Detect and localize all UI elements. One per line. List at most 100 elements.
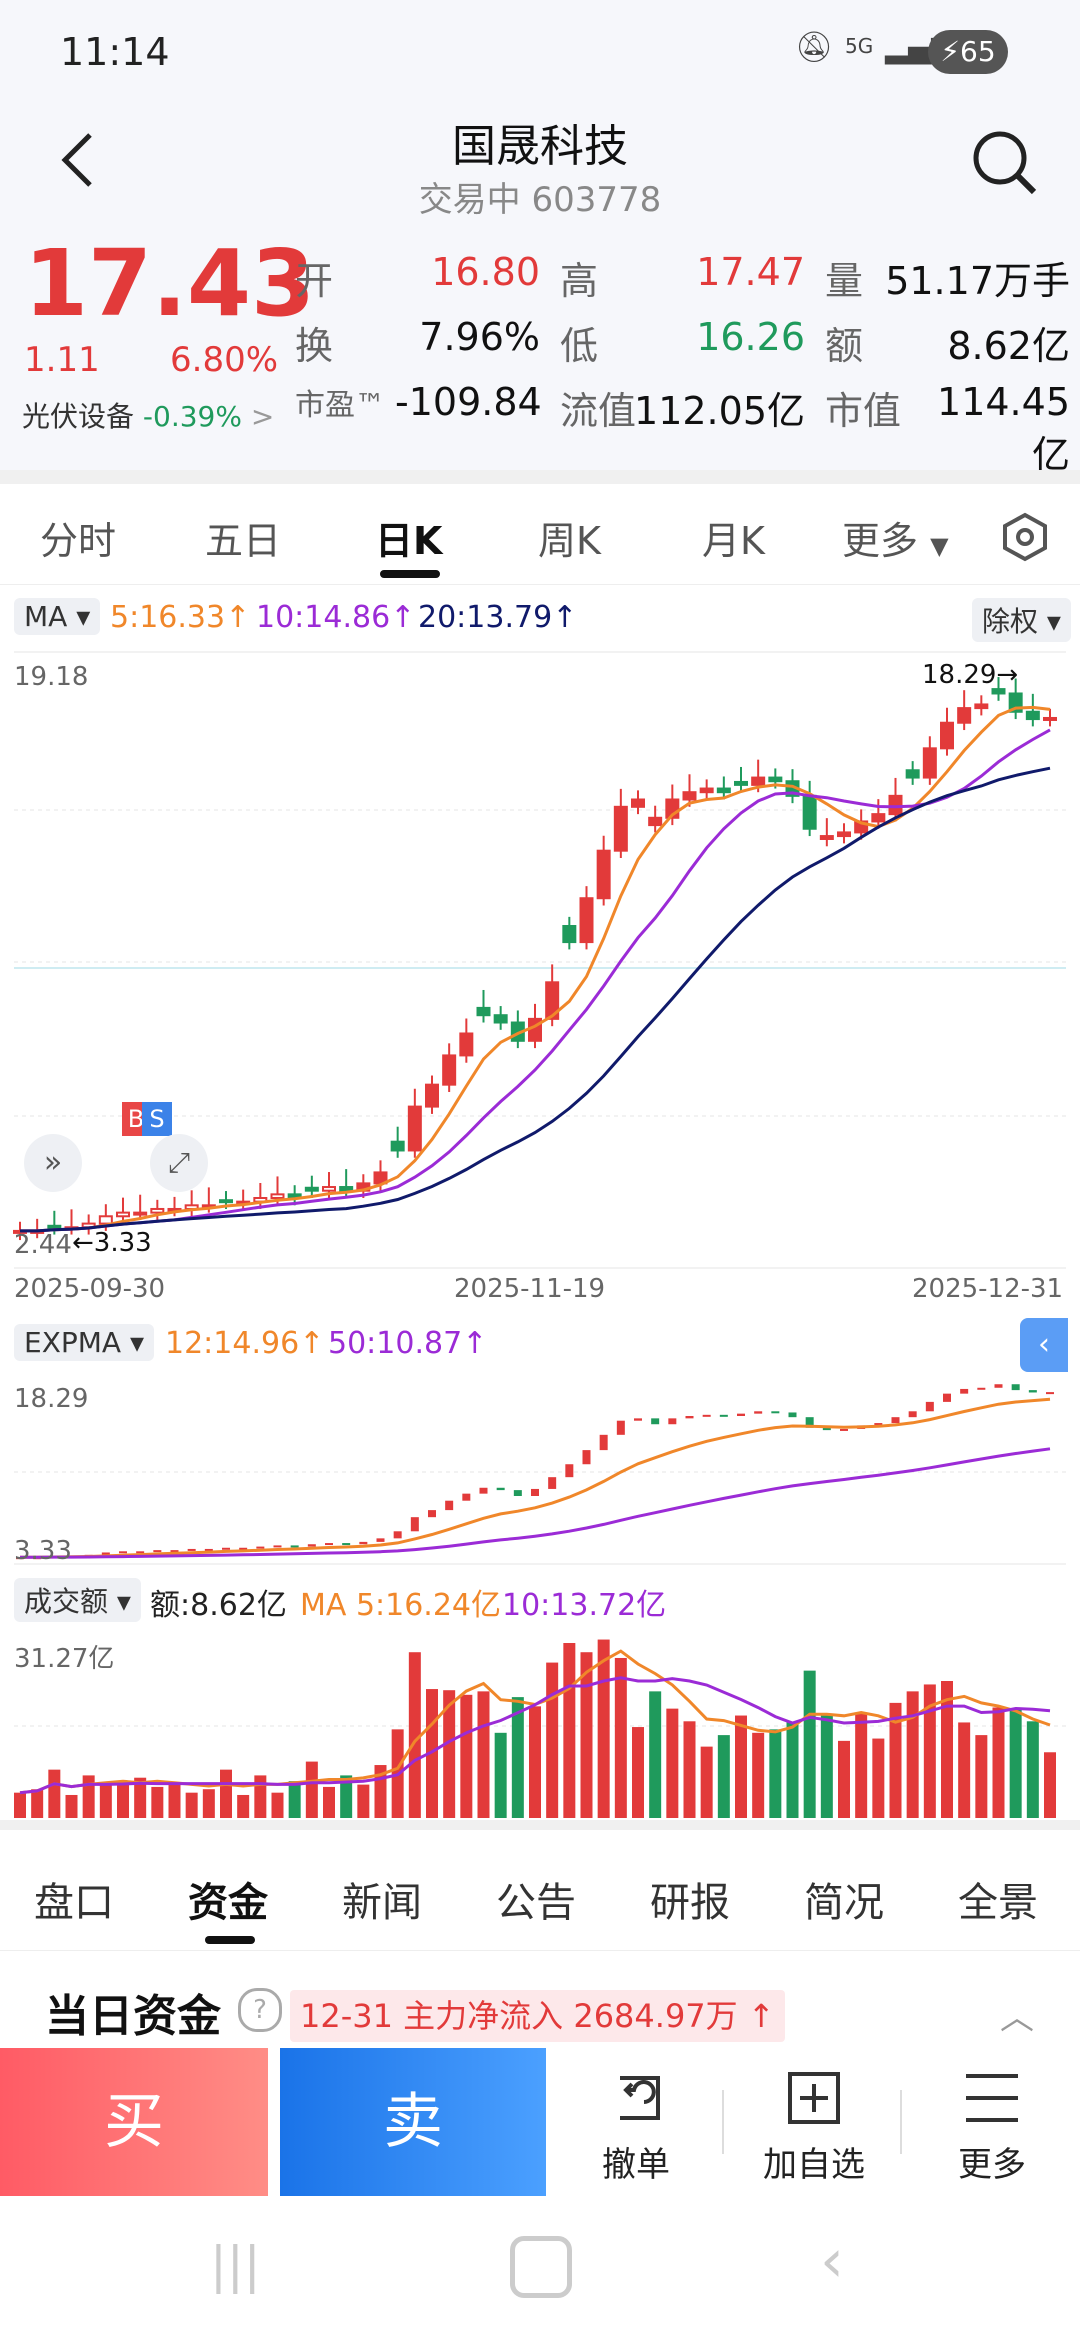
volume-bar xyxy=(460,1694,473,1818)
candle-body xyxy=(476,1006,491,1017)
kline-chart[interactable] xyxy=(0,650,1080,1270)
tab-five-day[interactable]: 五日 xyxy=(205,519,282,563)
active-tab-indicator xyxy=(380,570,440,578)
volume-bar xyxy=(666,1708,679,1818)
expma-candle xyxy=(153,1550,162,1553)
expma12-value: 12:14.96↑ xyxy=(165,1326,325,1361)
candle-body xyxy=(905,769,920,779)
net-inflow-badge: 12-31 主力净流入 2684.97万 ↑ xyxy=(290,1990,785,2042)
expma-candle-series xyxy=(16,1384,1054,1560)
recent-apps-icon[interactable]: ||| xyxy=(210,2236,261,2294)
expma-candle xyxy=(376,1538,385,1542)
expma-candle xyxy=(771,1411,780,1414)
tab-weekly-k[interactable]: 周K xyxy=(538,519,601,563)
fullscreen-icon[interactable]: ⤢ xyxy=(150,1134,208,1192)
expma-candle xyxy=(943,1393,951,1402)
home-icon[interactable] xyxy=(510,2236,572,2298)
candle-body xyxy=(442,1054,457,1086)
volume-y-top: 31.27亿 xyxy=(14,1644,115,1674)
indicator-ma-label: MA xyxy=(24,600,68,633)
expma-candle xyxy=(960,1388,969,1394)
volume-bar xyxy=(563,1643,576,1818)
candle-body xyxy=(459,1032,474,1057)
volume-bar xyxy=(323,1786,335,1818)
volume-bar xyxy=(117,1781,129,1818)
quote-panel: 17.43 1.11 6.80% 光伏设备 -0.39% > 开 16.80 高… xyxy=(0,230,1080,477)
network-label: 5G xyxy=(845,34,874,58)
expma-candle xyxy=(977,1387,986,1390)
back-arrow-icon[interactable] xyxy=(50,130,110,190)
candle-body xyxy=(631,798,645,808)
tab-monthly-k[interactable]: 月K xyxy=(702,519,765,563)
tab-capital[interactable]: 资金 xyxy=(188,1880,268,1926)
expma-candle xyxy=(531,1488,539,1496)
back-nav-icon[interactable]: ‹ xyxy=(820,2226,844,2296)
volume-bar xyxy=(752,1732,765,1818)
candle-body xyxy=(545,981,560,1020)
amount-value: 8.62亿 xyxy=(947,324,1070,368)
indicator-select-expma[interactable]: EXPMA ▾ xyxy=(14,1324,155,1361)
collapse-panel-icon[interactable]: ‹ xyxy=(1020,1318,1068,1372)
tab-more[interactable]: 更多 ▼ xyxy=(842,510,949,565)
sector-link[interactable]: 光伏设备 -0.39% > xyxy=(22,395,274,435)
help-icon[interactable]: ? xyxy=(238,1988,282,2032)
candle-body xyxy=(699,787,714,794)
caret-down-icon: ▼ xyxy=(930,532,949,560)
volume-bar xyxy=(923,1684,936,1818)
candle-body xyxy=(837,831,851,838)
sell-marker[interactable]: S xyxy=(142,1102,172,1136)
candle-body xyxy=(596,849,611,900)
adjust-select[interactable]: 除权 ▾ xyxy=(972,598,1071,642)
chevron-up-icon[interactable]: ︿ xyxy=(1000,1998,1034,2038)
candle-body xyxy=(562,925,577,944)
add-watchlist-button[interactable]: 加自选 xyxy=(724,2048,904,2196)
candle-body xyxy=(339,1186,354,1192)
volume-bar xyxy=(838,1740,850,1818)
indicator-select-ma[interactable]: MA ▾ xyxy=(14,598,101,635)
cancel-order-label: 撤单 xyxy=(602,2145,670,2185)
candle-body xyxy=(940,721,954,750)
more-actions-button[interactable]: 更多 xyxy=(902,2048,1080,2196)
expma-candle xyxy=(565,1464,574,1478)
expma-candle xyxy=(788,1412,797,1418)
stock-code: 603778 xyxy=(531,180,662,220)
indicator-select-volume[interactable]: 成交额 ▾ xyxy=(14,1578,141,1622)
price-change-pct: 6.80% xyxy=(170,340,279,380)
volume-bar xyxy=(803,1670,816,1818)
volume-bar xyxy=(769,1729,782,1818)
candle-body xyxy=(1043,716,1057,721)
volume-bar xyxy=(65,1794,78,1818)
high-value: 17.47 xyxy=(696,250,805,294)
tab-intraday[interactable]: 分时 xyxy=(40,519,117,563)
y-axis-bottom: 2.44 xyxy=(14,1230,72,1260)
tab-research[interactable]: 研报 xyxy=(650,1880,730,1926)
expma-candle xyxy=(496,1487,505,1491)
tab-announcements[interactable]: 公告 xyxy=(496,1880,576,1926)
settings-hexagon-icon[interactable] xyxy=(1000,512,1050,562)
volume-bar xyxy=(683,1721,696,1818)
candle-body xyxy=(322,1186,336,1192)
candle-body xyxy=(425,1083,439,1108)
sell-button[interactable]: 卖 xyxy=(280,2048,546,2196)
capital-section-title: 当日资金 xyxy=(45,1991,221,2042)
expma-candle xyxy=(582,1450,591,1465)
tab-profile[interactable]: 简况 xyxy=(804,1880,884,1926)
buy-button[interactable]: 买 xyxy=(0,2048,268,2196)
expand-left-icon[interactable]: » xyxy=(24,1134,82,1192)
search-icon[interactable] xyxy=(970,128,1040,198)
ma20-line xyxy=(20,766,1051,1233)
tab-news[interactable]: 新闻 xyxy=(342,1880,422,1926)
open-value: 16.80 xyxy=(431,250,540,294)
candle-body xyxy=(390,1140,405,1152)
tab-panorama[interactable]: 全景 xyxy=(958,1880,1038,1926)
cancel-order-button[interactable]: 撤单 xyxy=(546,2048,726,2196)
tab-order-book[interactable]: 盘口 xyxy=(34,1880,114,1926)
expma-candle xyxy=(874,1423,883,1426)
candle-body xyxy=(579,897,594,944)
min-price-label: ←3.33 xyxy=(72,1228,152,1258)
tab-daily-k[interactable]: 日K xyxy=(375,519,443,563)
candle-body xyxy=(802,794,817,830)
volume-ma10: 10:13.72亿 xyxy=(502,1588,667,1623)
active-bottom-tab-indicator xyxy=(205,1936,255,1944)
candle-body xyxy=(1025,710,1040,721)
